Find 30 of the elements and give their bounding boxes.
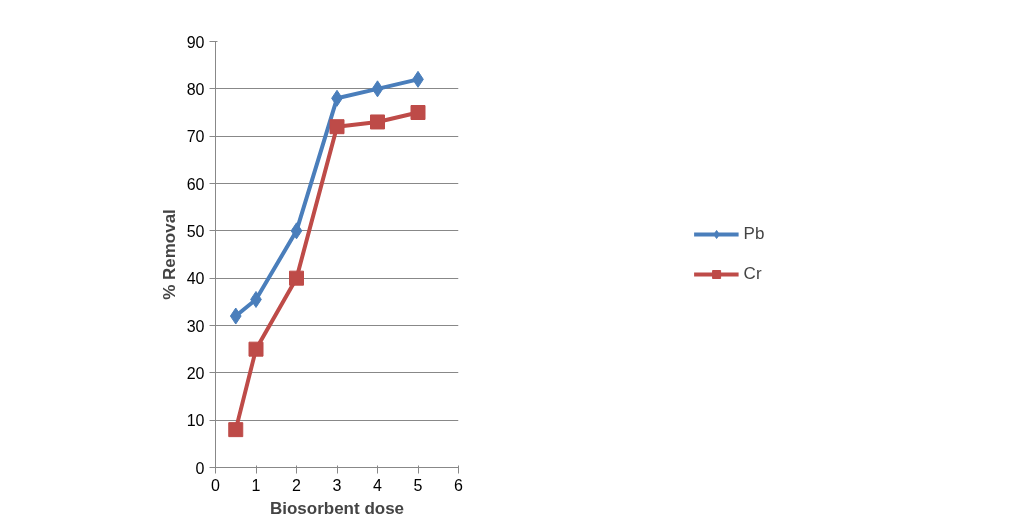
x-tick-label: 1 bbox=[251, 476, 261, 494]
x-tick-label: 2 bbox=[292, 476, 302, 494]
x-tick-label: 5 bbox=[413, 476, 423, 494]
y-tick-label: 30 bbox=[186, 317, 205, 335]
y-tick-label: 50 bbox=[186, 222, 205, 240]
y-tick-label: 10 bbox=[186, 412, 205, 430]
point bbox=[229, 307, 242, 325]
y-tick-label: 40 bbox=[186, 270, 205, 288]
y-tick-label: 80 bbox=[186, 80, 205, 98]
x-tick-label: 3 bbox=[332, 476, 342, 494]
point bbox=[228, 422, 244, 438]
y-tick-label: 90 bbox=[186, 33, 205, 51]
point bbox=[290, 222, 303, 240]
legend-label: Cr bbox=[743, 264, 763, 284]
point bbox=[248, 341, 264, 357]
y-tick-label: 70 bbox=[186, 128, 205, 146]
point bbox=[371, 80, 384, 98]
y-tick-label: 0 bbox=[195, 459, 205, 477]
x-tick-label: 6 bbox=[454, 476, 464, 494]
point bbox=[410, 105, 426, 120]
point bbox=[370, 114, 385, 130]
y-tick-label: 60 bbox=[186, 175, 205, 193]
point bbox=[289, 270, 304, 286]
legend-label: Pb bbox=[743, 224, 765, 244]
point bbox=[329, 119, 345, 135]
y-axis-title: % Removal bbox=[159, 209, 179, 300]
x-tick-label: 4 bbox=[373, 476, 383, 494]
x-axis-title: Biosorbent dose bbox=[269, 498, 405, 518]
y-tick-label: 20 bbox=[186, 364, 205, 382]
x-tick-label: 0 bbox=[211, 476, 221, 494]
